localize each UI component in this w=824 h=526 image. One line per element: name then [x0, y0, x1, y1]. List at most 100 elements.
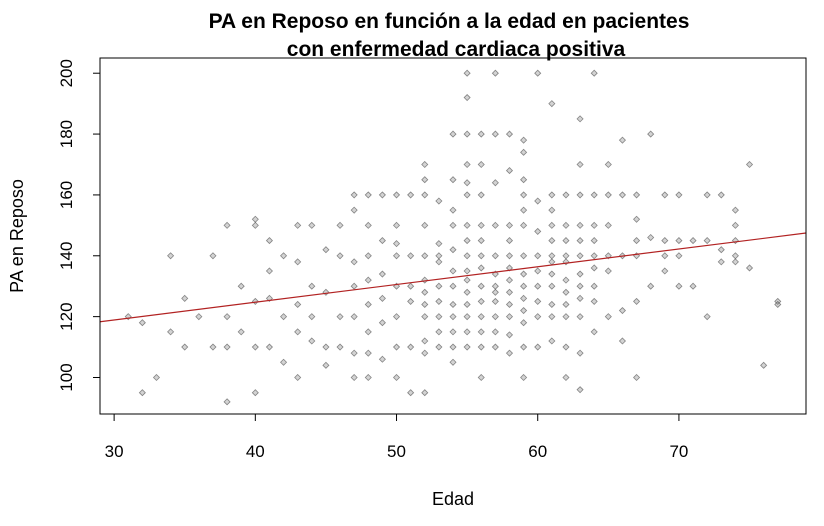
data-point — [463, 93, 471, 102]
data-point — [604, 191, 612, 199]
data-point — [392, 343, 401, 351]
data-point — [562, 276, 570, 284]
data-point — [350, 282, 358, 290]
data-point — [350, 313, 358, 321]
data-point — [322, 246, 330, 254]
data-point — [463, 343, 471, 351]
data-point — [322, 288, 330, 296]
data-point — [407, 343, 415, 351]
data-point — [392, 221, 401, 229]
x-tick-label: 60 — [528, 442, 547, 461]
data-point — [421, 300, 429, 309]
data-point — [265, 236, 274, 245]
data-point — [223, 221, 231, 229]
data-point — [491, 313, 499, 321]
data-point — [435, 328, 443, 336]
data-point — [167, 328, 175, 336]
data-point — [534, 252, 542, 260]
data-point — [562, 313, 570, 321]
data-point — [209, 252, 217, 260]
x-axis: 30 40 50 60 70 — [105, 413, 688, 461]
data-point — [576, 313, 584, 321]
data-point — [449, 267, 457, 275]
data-point — [463, 160, 471, 169]
data-point — [378, 319, 386, 327]
data-point — [618, 306, 627, 315]
data-point — [477, 373, 485, 382]
data-point — [548, 221, 556, 229]
data-point — [745, 160, 754, 169]
data-point — [548, 313, 556, 321]
data-point — [350, 206, 358, 214]
data-point — [647, 130, 655, 138]
data-point — [689, 236, 697, 245]
data-point — [449, 246, 457, 254]
data-point — [364, 349, 372, 357]
data-point — [505, 349, 514, 357]
data-point — [604, 267, 612, 275]
data-point — [590, 236, 598, 245]
data-point — [576, 160, 584, 169]
data-point — [661, 267, 669, 275]
data-point — [449, 176, 457, 184]
data-point — [520, 221, 528, 229]
data-point — [435, 252, 443, 260]
y-tick-label: 200 — [57, 59, 76, 87]
data-point — [223, 313, 231, 321]
data-point — [505, 288, 514, 296]
data-point — [308, 282, 316, 290]
data-point — [745, 264, 754, 272]
data-point — [421, 221, 429, 229]
data-point — [336, 313, 344, 321]
data-point — [548, 282, 556, 290]
data-point — [477, 297, 485, 305]
data-point — [590, 252, 598, 260]
data-point — [477, 191, 485, 199]
data-point — [703, 236, 711, 245]
data-point — [491, 179, 499, 187]
data-point — [534, 197, 542, 205]
data-point — [590, 328, 598, 336]
data-point — [632, 215, 641, 223]
data-point — [421, 252, 429, 260]
data-point — [618, 191, 627, 199]
data-point — [251, 215, 259, 223]
data-point — [505, 276, 514, 284]
data-point — [505, 313, 514, 321]
data-point — [463, 252, 471, 260]
data-point — [548, 236, 556, 245]
data-point — [322, 361, 330, 369]
data-point — [336, 252, 344, 260]
data-point — [477, 328, 485, 336]
data-point — [632, 236, 641, 245]
data-point — [435, 240, 443, 248]
data-point — [491, 328, 499, 336]
data-point — [491, 288, 499, 296]
data-point — [618, 136, 627, 144]
data-point — [548, 337, 556, 345]
data-point — [731, 221, 739, 229]
y-tick-label: 180 — [57, 120, 76, 148]
data-point — [407, 297, 415, 305]
data-point — [378, 236, 386, 245]
data-point — [294, 221, 302, 229]
data-point — [251, 389, 259, 397]
data-point — [562, 288, 570, 296]
y-axis: 100 120 140 160 180 200 — [57, 59, 101, 392]
data-point — [491, 270, 499, 278]
data-point — [463, 130, 471, 138]
data-point — [562, 236, 570, 245]
data-point — [364, 191, 372, 199]
data-point — [392, 313, 401, 321]
data-point — [689, 282, 697, 290]
data-point — [675, 282, 683, 290]
y-tick-label: 160 — [57, 181, 76, 209]
data-point — [463, 267, 471, 275]
data-point — [421, 176, 429, 184]
regression-line — [99, 232, 807, 323]
data-point — [364, 252, 372, 260]
data-point — [350, 191, 358, 199]
data-point — [181, 294, 189, 302]
data-point — [505, 130, 514, 138]
